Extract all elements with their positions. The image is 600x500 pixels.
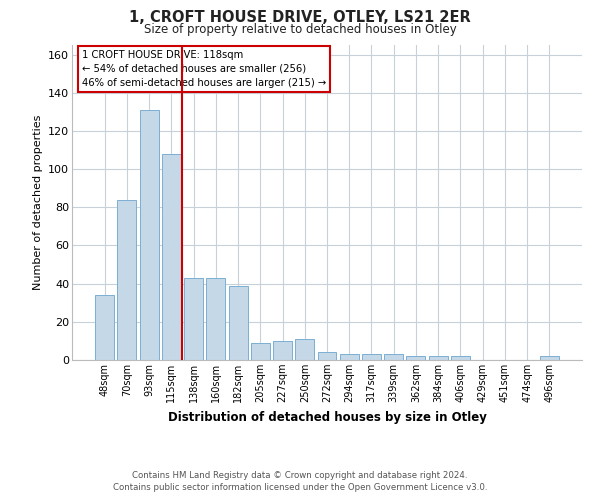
Bar <box>162 154 181 360</box>
Bar <box>451 356 470 360</box>
Bar <box>429 356 448 360</box>
Bar <box>184 278 203 360</box>
Bar <box>229 286 248 360</box>
Bar <box>295 339 314 360</box>
Bar <box>140 110 158 360</box>
Bar <box>251 343 270 360</box>
Bar <box>95 295 114 360</box>
Text: 1 CROFT HOUSE DRIVE: 118sqm
← 54% of detached houses are smaller (256)
46% of se: 1 CROFT HOUSE DRIVE: 118sqm ← 54% of det… <box>82 50 326 88</box>
Text: 1, CROFT HOUSE DRIVE, OTLEY, LS21 2ER: 1, CROFT HOUSE DRIVE, OTLEY, LS21 2ER <box>129 10 471 25</box>
Bar <box>340 354 359 360</box>
Bar <box>206 278 225 360</box>
Bar <box>273 341 292 360</box>
Bar <box>317 352 337 360</box>
Text: Contains HM Land Registry data © Crown copyright and database right 2024.
Contai: Contains HM Land Registry data © Crown c… <box>113 471 487 492</box>
Bar <box>540 356 559 360</box>
Bar <box>384 354 403 360</box>
X-axis label: Distribution of detached houses by size in Otley: Distribution of detached houses by size … <box>167 410 487 424</box>
Y-axis label: Number of detached properties: Number of detached properties <box>32 115 43 290</box>
Bar <box>406 356 425 360</box>
Bar <box>118 200 136 360</box>
Bar <box>362 354 381 360</box>
Text: Size of property relative to detached houses in Otley: Size of property relative to detached ho… <box>143 22 457 36</box>
